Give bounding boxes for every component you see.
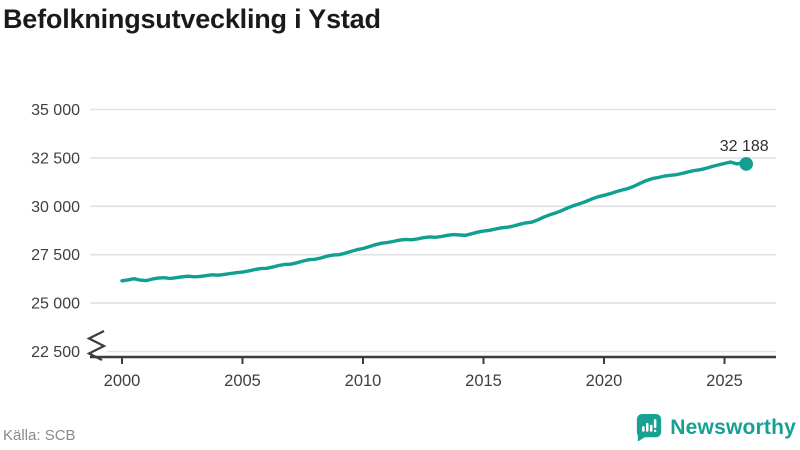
newsworthy-logo-text: Newsworthy — [670, 415, 796, 439]
svg-text:30 000: 30 000 — [31, 199, 80, 216]
svg-text:2025: 2025 — [706, 372, 743, 390]
svg-text:25 000: 25 000 — [31, 296, 80, 313]
endpoint-annotation: 32 188 — [720, 138, 769, 171]
svg-text:32 500: 32 500 — [31, 150, 80, 167]
endpoint-dot — [739, 157, 753, 171]
newsworthy-logo[interactable]: Newsworthy — [635, 412, 796, 443]
svg-text:2020: 2020 — [586, 372, 623, 390]
newsworthy-logo-icon — [637, 413, 662, 442]
svg-text:2000: 2000 — [104, 372, 141, 390]
svg-text:35 000: 35 000 — [31, 102, 80, 119]
svg-text:22 500: 22 500 — [31, 344, 80, 361]
axis-break-icon — [85, 329, 107, 361]
y-axis-labels: 22 500 25 000 27 500 30 000 32 500 35 000 — [31, 102, 80, 361]
endpoint-value-label: 32 188 — [720, 138, 769, 155]
x-axis: 2000 2005 2010 2015 2020 2025 — [90, 355, 776, 390]
svg-text:2010: 2010 — [345, 372, 382, 390]
source-label: Källa: SCB — [3, 427, 76, 444]
svg-text:27 500: 27 500 — [31, 247, 80, 264]
chart-title: Befolkningsutveckling i Ystad — [3, 4, 381, 34]
svg-text:2015: 2015 — [465, 372, 502, 390]
gridlines — [90, 108, 776, 353]
svg-text:2005: 2005 — [224, 372, 261, 390]
population-series-line — [120, 160, 748, 283]
population-line — [120, 160, 748, 283]
